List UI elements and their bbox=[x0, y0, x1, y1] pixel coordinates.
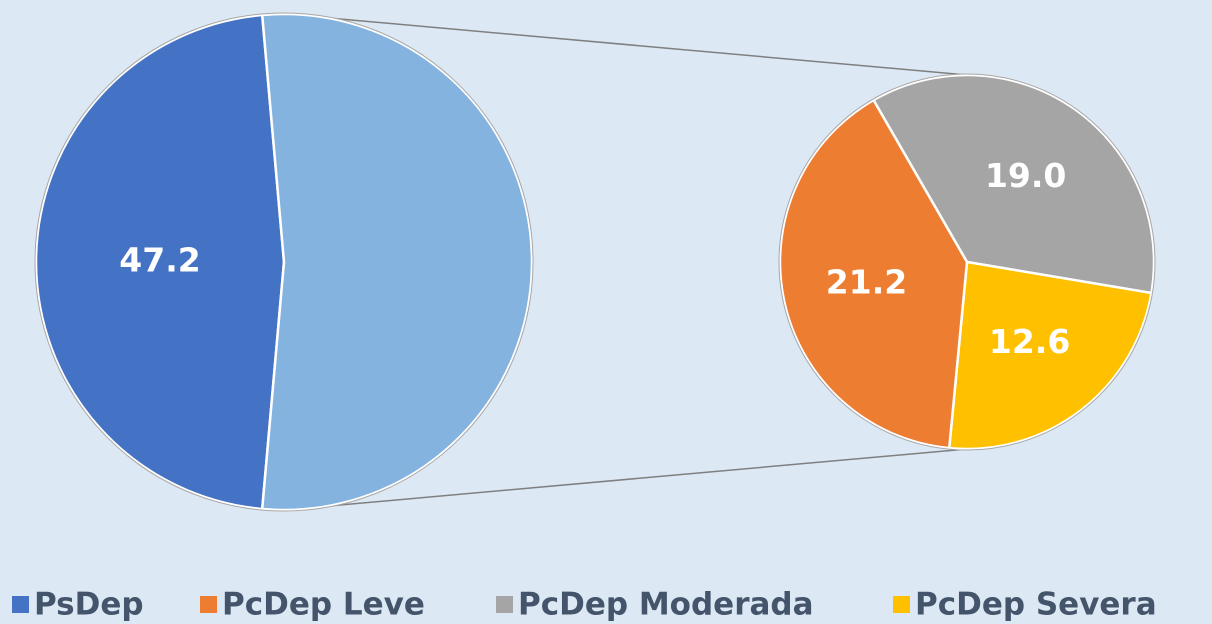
legend-label: PcDep Moderada bbox=[518, 587, 814, 623]
legend-label: PcDep Leve bbox=[222, 587, 425, 623]
connector bbox=[283, 448, 968, 511]
legend-swatch bbox=[12, 596, 29, 613]
legend-label: PsDep bbox=[34, 587, 144, 623]
pie-slice bbox=[871, 73, 1156, 295]
data-label: 12.6 bbox=[989, 322, 1070, 361]
legend-swatch bbox=[200, 596, 217, 613]
legend-swatch bbox=[496, 596, 513, 613]
pie-slice-other bbox=[260, 12, 534, 512]
pie-outline bbox=[34, 12, 534, 512]
pie-slice bbox=[34, 13, 286, 511]
legend-swatch bbox=[893, 596, 910, 613]
pie-slice bbox=[778, 98, 969, 450]
pie-slice bbox=[947, 260, 1153, 451]
connector bbox=[283, 13, 968, 76]
data-label: 21.2 bbox=[826, 262, 907, 301]
legend-label: PcDep Severa bbox=[915, 587, 1157, 623]
data-label: 47.2 bbox=[119, 241, 200, 280]
data-label: 19.0 bbox=[985, 156, 1066, 195]
pie-outline bbox=[778, 73, 1156, 451]
